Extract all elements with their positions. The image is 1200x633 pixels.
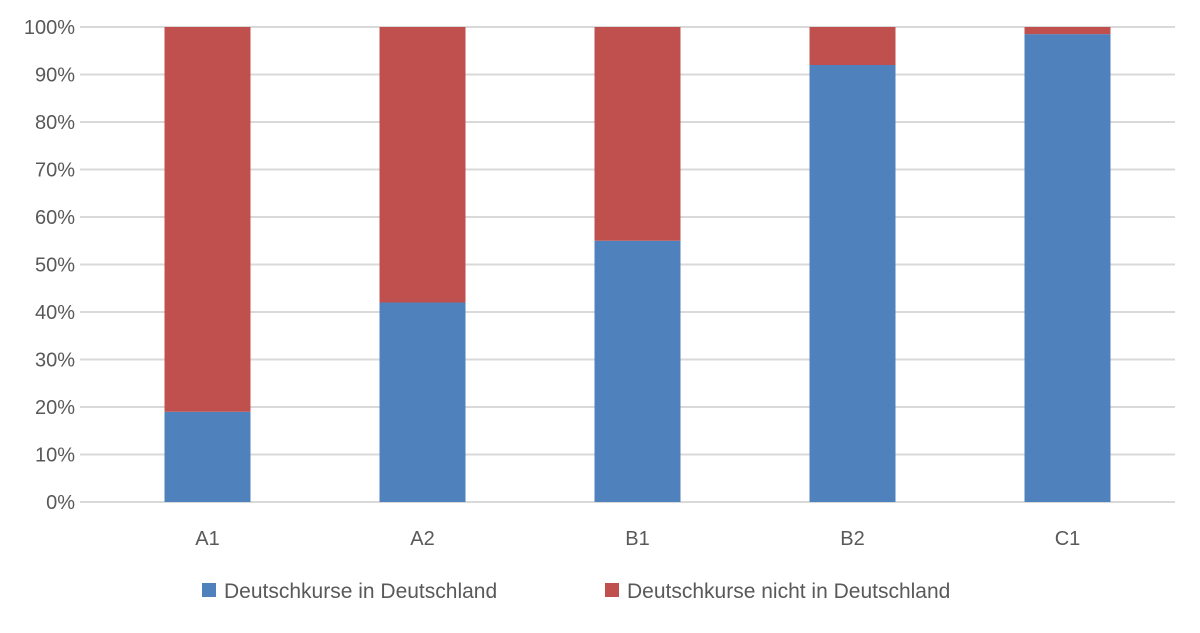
x-tick-label: A1 xyxy=(195,528,219,550)
y-tick-label: 70% xyxy=(35,160,75,182)
bars xyxy=(164,27,1111,502)
legend: Deutschkurse in Deutschland Deutschkurse … xyxy=(202,580,950,603)
y-tick-label: 50% xyxy=(35,255,75,277)
bar-A2-series-1 xyxy=(379,27,466,303)
x-tick-label: B2 xyxy=(840,528,864,550)
x-tick-label: C1 xyxy=(1055,528,1081,550)
y-axis-ticks: 0% 10% 20% 30% 40% 50% 60% 70% 80% 90% 100% xyxy=(24,17,75,514)
bar-A2-series-0 xyxy=(379,302,466,502)
y-tick-label: 10% xyxy=(35,445,75,467)
x-tick-label: B1 xyxy=(625,528,649,550)
bar-B2-series-0 xyxy=(809,65,896,502)
x-axis-ticks: A1 A2 B1 B2 C1 xyxy=(195,528,1080,550)
bar-A1-series-1 xyxy=(164,27,251,412)
y-tick-label: 90% xyxy=(35,65,75,87)
legend-label: Deutschkurse in Deutschland xyxy=(224,580,497,603)
legend-swatch xyxy=(202,583,216,597)
y-tick-label: 40% xyxy=(35,302,75,324)
y-tick-label: 80% xyxy=(35,112,75,134)
legend-swatch xyxy=(605,583,619,597)
y-tick-label: 0% xyxy=(46,492,75,514)
legend-label: Deutschkurse nicht in Deutschland xyxy=(627,580,950,603)
bar-A1-series-0 xyxy=(164,411,251,502)
y-tick-label: 20% xyxy=(35,397,75,419)
y-tick-label: 100% xyxy=(24,17,75,39)
bar-C1-series-0 xyxy=(1024,34,1111,502)
y-tick-label: 30% xyxy=(35,350,75,372)
bar-B1-series-0 xyxy=(594,240,681,502)
bar-B1-series-1 xyxy=(594,27,681,241)
bar-B2-series-1 xyxy=(809,27,896,65)
y-tick-label: 60% xyxy=(35,207,75,229)
x-tick-label: A2 xyxy=(410,528,434,550)
bar-C1-series-1 xyxy=(1024,27,1111,35)
